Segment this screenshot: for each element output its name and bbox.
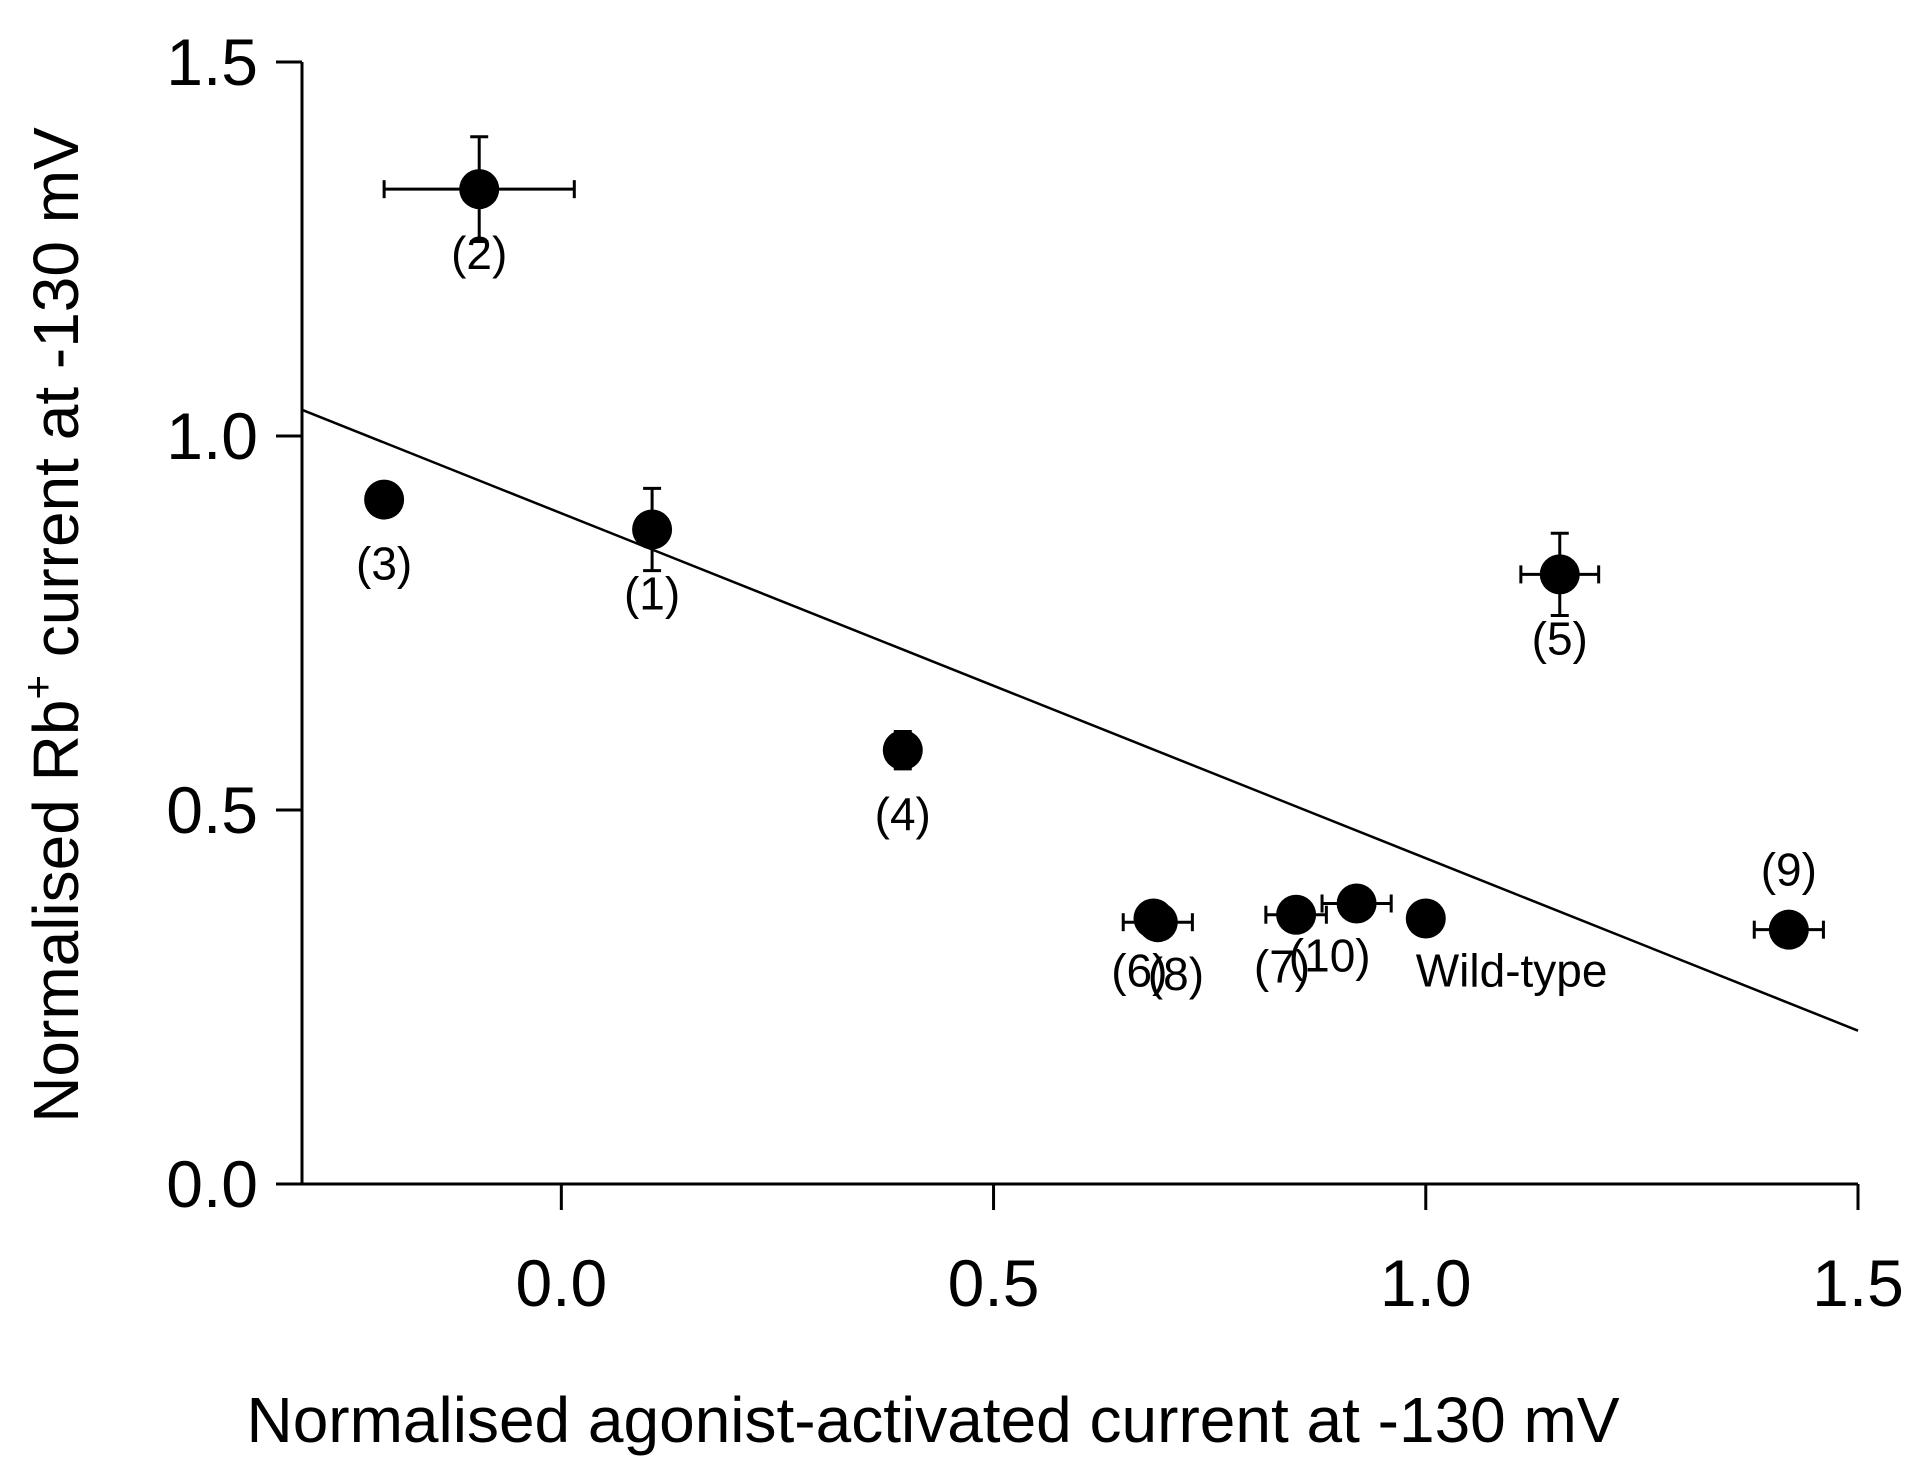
y-tick-label: 0.5 bbox=[166, 773, 258, 847]
data-point bbox=[1137, 902, 1178, 943]
data-point bbox=[632, 509, 673, 550]
data-point bbox=[1405, 898, 1446, 939]
y-tick-label: 1.0 bbox=[166, 399, 258, 473]
data-point bbox=[882, 730, 923, 771]
point-label: (3) bbox=[356, 538, 412, 590]
regression-line bbox=[301, 408, 1859, 1032]
point-label: (6) bbox=[1111, 944, 1167, 996]
x-tick-label: 0.5 bbox=[948, 1246, 1040, 1320]
data-point bbox=[1539, 554, 1580, 595]
y-tick-label: 0.0 bbox=[166, 1147, 258, 1221]
y-axis-label: Normalised Rb+ current at -130 mV bbox=[14, 127, 92, 1123]
x-tick-label: 1.0 bbox=[1380, 1246, 1472, 1320]
y-axis-label-main: Normalised Rb bbox=[20, 700, 92, 1123]
y-tick-label: 1.5 bbox=[166, 25, 258, 99]
axes bbox=[300, 62, 1858, 1186]
x-tick-label: 1.5 bbox=[1812, 1246, 1904, 1320]
point-label: Wild-type bbox=[1416, 944, 1608, 996]
point-labels: (1) (2) (3) (4) (5) (6)(8) (7)(10) Wild-type (9) bbox=[356, 227, 1817, 1000]
point-label: (9) bbox=[1761, 844, 1817, 896]
data-point bbox=[364, 479, 405, 520]
data-points bbox=[364, 135, 1825, 950]
x-axis-label: Normalised agonist-activated current at … bbox=[246, 1384, 1619, 1456]
x-ticks: 0.0 0.5 1.0 1.5 bbox=[515, 1184, 1904, 1320]
y-ticks: 0.0 0.5 1.0 1.5 bbox=[166, 25, 302, 1221]
point-label: (2) bbox=[451, 227, 507, 279]
data-point bbox=[1336, 883, 1377, 924]
point-label: (4) bbox=[875, 788, 931, 840]
point-label: (5) bbox=[1532, 612, 1588, 664]
point-label: (7) bbox=[1254, 941, 1310, 993]
data-point bbox=[1276, 894, 1317, 935]
data-point bbox=[459, 169, 500, 210]
point-label: (1) bbox=[624, 568, 680, 620]
x-tick-label: 0.0 bbox=[515, 1246, 607, 1320]
point-label: (8) bbox=[1148, 948, 1204, 1000]
data-point bbox=[1768, 909, 1809, 950]
point-label: (10) bbox=[1289, 930, 1371, 982]
y-axis-label-superscript: + bbox=[14, 675, 61, 700]
y-axis-label-rest: current at -130 mV bbox=[20, 127, 92, 675]
